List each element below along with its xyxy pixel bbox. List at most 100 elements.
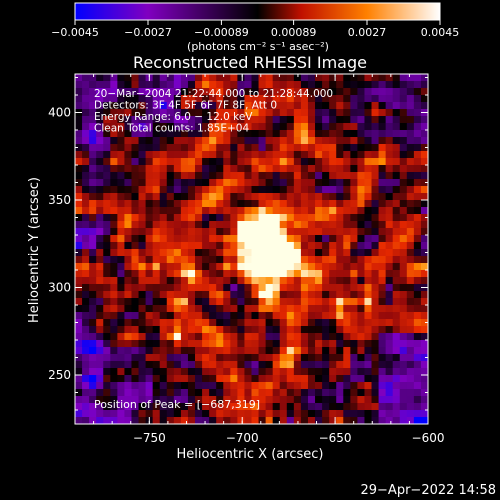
heatmap-cell [180, 263, 189, 271]
heatmap-cell [82, 333, 90, 341]
heatmap-cell [272, 305, 281, 313]
heatmap-cell [230, 109, 238, 117]
heatmap-cell [159, 109, 168, 117]
heatmap-cell [307, 235, 316, 243]
heatmap-cell [413, 172, 422, 180]
heatmap-cell [315, 249, 323, 257]
heatmap-cell [251, 333, 260, 341]
heatmap-cell [180, 109, 189, 117]
heatmap-cell [82, 256, 90, 264]
heatmap-cell [385, 403, 394, 411]
heatmap-cell [103, 249, 111, 257]
heatmap-cell [286, 193, 295, 201]
heatmap-cell [357, 165, 366, 173]
heatmap-cell [75, 165, 83, 173]
heatmap-cell [279, 158, 288, 166]
heatmap-cell [371, 102, 380, 110]
heatmap-cell [237, 326, 246, 334]
heatmap-cell [272, 88, 281, 96]
heatmap-cell [307, 333, 316, 341]
heatmap-cell [413, 207, 422, 215]
heatmap-cell [223, 228, 231, 236]
heatmap-cell [110, 389, 118, 397]
heatmap-cell [322, 221, 330, 229]
heatmap-cell [406, 95, 415, 103]
heatmap-cell [364, 242, 373, 250]
heatmap-cell [223, 214, 231, 222]
heatmap-cell [406, 298, 415, 306]
heatmap-cell [406, 277, 415, 285]
heatmap-cell [300, 396, 309, 404]
heatmap-cell [315, 207, 323, 215]
heatmap-cell [145, 95, 154, 103]
heatmap-cell [230, 347, 238, 355]
heatmap-cell [223, 123, 231, 131]
heatmap-cell [117, 333, 126, 341]
heatmap-cell [187, 228, 196, 236]
heatmap-cell [173, 228, 182, 236]
heatmap-cell [195, 382, 203, 390]
heatmap-cell [166, 165, 175, 173]
heatmap-cell [187, 389, 196, 397]
heatmap-cell [315, 340, 323, 348]
heatmap-cell [195, 137, 203, 145]
heatmap-cell [138, 347, 147, 355]
heatmap-cell [307, 410, 316, 418]
heatmap-cell [251, 263, 260, 271]
heatmap-cell [131, 158, 140, 166]
heatmap-cell [216, 417, 224, 424]
heatmap-cell [173, 249, 182, 257]
heatmap-cell [110, 403, 118, 411]
heatmap-cell [307, 361, 316, 369]
heatmap-cell [89, 172, 97, 180]
heatmap-cell [315, 291, 323, 299]
heatmap-cell [378, 256, 387, 264]
heatmap-cell [117, 81, 126, 89]
heatmap-cell [230, 235, 238, 243]
heatmap-cell [145, 228, 154, 236]
heatmap-cell [399, 179, 408, 187]
heatmap-cell [357, 312, 366, 320]
heatmap-cell [371, 368, 380, 376]
heatmap-cell [173, 158, 182, 166]
heatmap-cell [96, 144, 104, 152]
heatmap-cell [371, 109, 380, 117]
heatmap-cell [230, 340, 238, 348]
heatmap-cell [364, 396, 373, 404]
heatmap-cell [413, 305, 422, 313]
heatmap-cell [75, 144, 83, 152]
heatmap-cell [336, 193, 344, 201]
heatmap-cell [265, 340, 274, 348]
heatmap-cell [131, 375, 140, 383]
heatmap-cell [364, 193, 373, 201]
heatmap-cell [237, 270, 246, 278]
heatmap-cell [315, 81, 323, 89]
heatmap-cell [279, 242, 288, 250]
heatmap-cell [159, 249, 168, 257]
heatmap-cell [329, 347, 337, 355]
heatmap-cell [420, 249, 428, 257]
heatmap-cell [110, 305, 118, 313]
heatmap-cell [392, 102, 401, 110]
heatmap-cell [420, 123, 428, 131]
heatmap-cell [399, 151, 408, 159]
heatmap-cell [96, 165, 104, 173]
heatmap-cell [293, 375, 302, 383]
heatmap-cell [392, 410, 401, 418]
heatmap-cell [145, 151, 154, 159]
heatmap-cell [399, 249, 408, 257]
heatmap-cell [117, 151, 126, 159]
heatmap-cell [209, 249, 217, 257]
heatmap-cell [244, 207, 253, 215]
heatmap-cell [336, 305, 344, 313]
heatmap-cell [124, 186, 133, 194]
heatmap-cell [258, 95, 267, 103]
heatmap-cell [251, 228, 260, 236]
heatmap-cell [392, 333, 401, 341]
heatmap-cell [209, 382, 217, 390]
heatmap-cell [258, 102, 267, 110]
heatmap-cell [413, 81, 422, 89]
heatmap-cell [371, 340, 380, 348]
heatmap-cell [357, 263, 366, 271]
heatmap-cell [96, 74, 104, 82]
